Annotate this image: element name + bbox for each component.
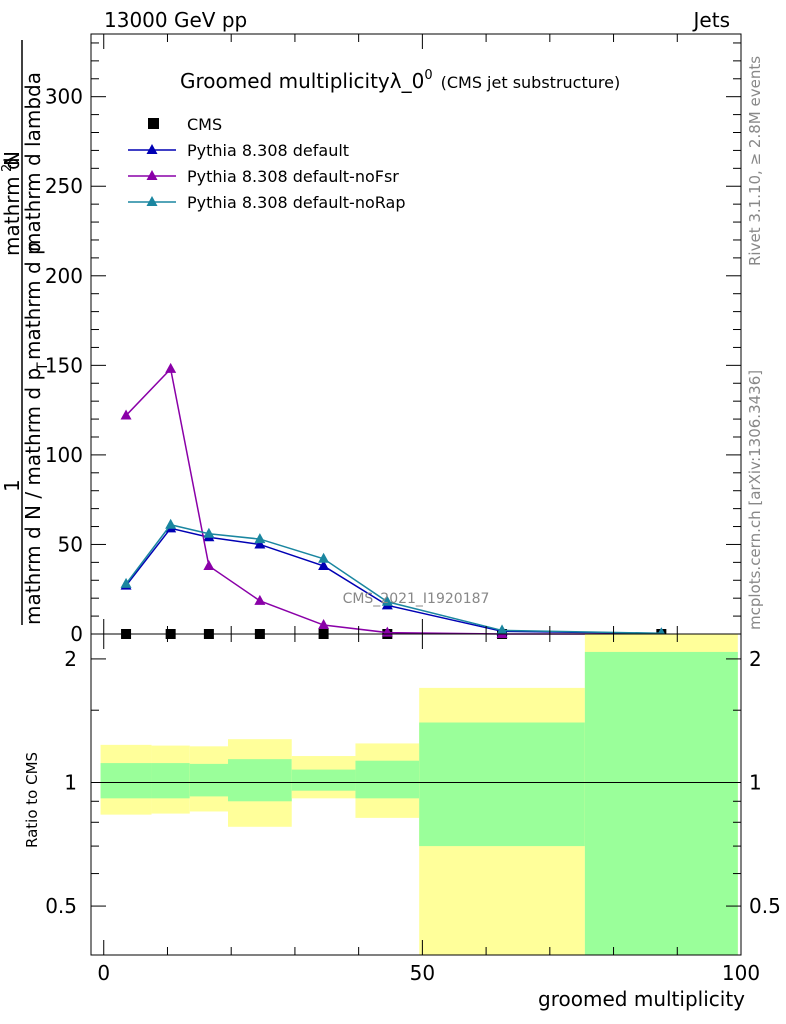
y-tick-label: 200 <box>45 264 83 288</box>
x-axis-label: groomed multiplicity <box>538 987 745 1011</box>
data-point-noRap <box>381 595 393 606</box>
data-point-noRap <box>165 518 177 529</box>
main-y-axis-label-top: mathrm d lambda <box>21 72 45 252</box>
svg-text:T: T <box>35 362 51 372</box>
x-tick-label: 50 <box>410 961 435 985</box>
legend-label-cms: CMS <box>187 115 222 134</box>
svg-text:mathrm d N / mathrm d p: mathrm d N / mathrm d p <box>21 368 45 625</box>
legend-label-noFsr: Pythia 8.308 default-noFsr <box>187 167 399 186</box>
header-energy-label: 13000 GeV pp <box>104 8 248 32</box>
legend-label-default: Pythia 8.308 default <box>187 141 349 160</box>
data-point-noFsr <box>318 619 330 630</box>
y-tick-label: 0 <box>70 622 83 646</box>
legend-marker-noFsr <box>146 170 158 180</box>
y-label-numerator: mathrm d <box>0 157 24 256</box>
ratio-ticks <box>91 34 742 955</box>
y-label-n: N <box>0 151 24 166</box>
ratio-band-green <box>100 763 152 799</box>
legend-marker-default <box>146 144 158 154</box>
header-category-label: Jets <box>693 8 730 32</box>
ratio-band-green <box>228 759 292 802</box>
y-label-exponent: 2 <box>0 164 15 172</box>
ratio-band-green <box>291 769 356 791</box>
ratio-band-green <box>189 763 229 797</box>
y-tick-label: 100 <box>45 443 83 467</box>
main-y-axis-label-mid: mathrm d p <box>21 242 45 360</box>
data-point-noFsr <box>254 594 266 605</box>
ratio-y-tick-label-left: 2 <box>64 647 77 671</box>
y-label-one: 1 <box>0 479 24 492</box>
legend-marker-noRap <box>146 196 158 206</box>
main-y-tick-labels: 0 50 100 150 200 250 300 <box>45 85 83 646</box>
ratio-y-tick-label-right: 1 <box>749 770 762 794</box>
ratio-band-green <box>355 760 420 799</box>
data-point-default <box>254 538 266 549</box>
analysis-watermark: CMS_2021_I1920187 <box>343 591 490 607</box>
ratio-plot-area <box>91 634 741 955</box>
y-tick-label: 50 <box>58 532 83 556</box>
series-line-default <box>125 527 662 635</box>
svg-text:mathrm d p: mathrm d p <box>21 242 45 360</box>
ratio-y-tick-label-right: 0.5 <box>749 894 781 918</box>
legend-label-noRap: Pythia 8.308 default-noRap <box>187 193 405 212</box>
ratio-tick-labels: 0.5 0.5 1 1 2 2 0 50 100 <box>45 647 781 985</box>
ratio-frame <box>90 633 742 956</box>
ratio-y-axis-label: Ratio to CMS <box>23 752 41 848</box>
legend-marker-cms <box>148 118 159 129</box>
data-point-noFsr <box>120 409 132 420</box>
x-tick-label: 100 <box>722 961 760 985</box>
series-line-noRap <box>125 523 662 635</box>
ratio-y-tick-label-right: 2 <box>749 647 762 671</box>
data-point-noFsr <box>203 559 215 570</box>
data-point-noRap <box>496 624 508 635</box>
ratio-band-green <box>584 651 738 955</box>
data-point-noRap <box>318 552 330 563</box>
y-tick-label: 150 <box>45 353 83 377</box>
chart-title: Groomed multiplicityλ_00 (CMS jet substru… <box>180 68 620 93</box>
y-tick-label: 300 <box>45 85 83 109</box>
data-point-default <box>318 559 330 570</box>
ratio-y-tick-label-left: 1 <box>64 770 77 794</box>
ratio-y-tick-label-left: 0.5 <box>45 894 77 918</box>
x-tick-label: 0 <box>97 961 110 985</box>
legend: CMS Pythia 8.308 default Pythia 8.308 defa… <box>128 115 405 212</box>
data-point-noRap <box>203 527 215 538</box>
ratio-band-green <box>151 763 190 799</box>
data-point-noFsr <box>165 362 177 373</box>
data-point-noRap <box>254 533 266 544</box>
ratio-band-green <box>419 722 585 847</box>
main-y-axis-label: mathrm d N / mathrm d p T <box>21 362 51 625</box>
y-tick-label: 250 <box>45 174 83 198</box>
svg-text:mathrm d lambda: mathrm d lambda <box>21 72 45 252</box>
data-point-noRap <box>120 577 132 588</box>
